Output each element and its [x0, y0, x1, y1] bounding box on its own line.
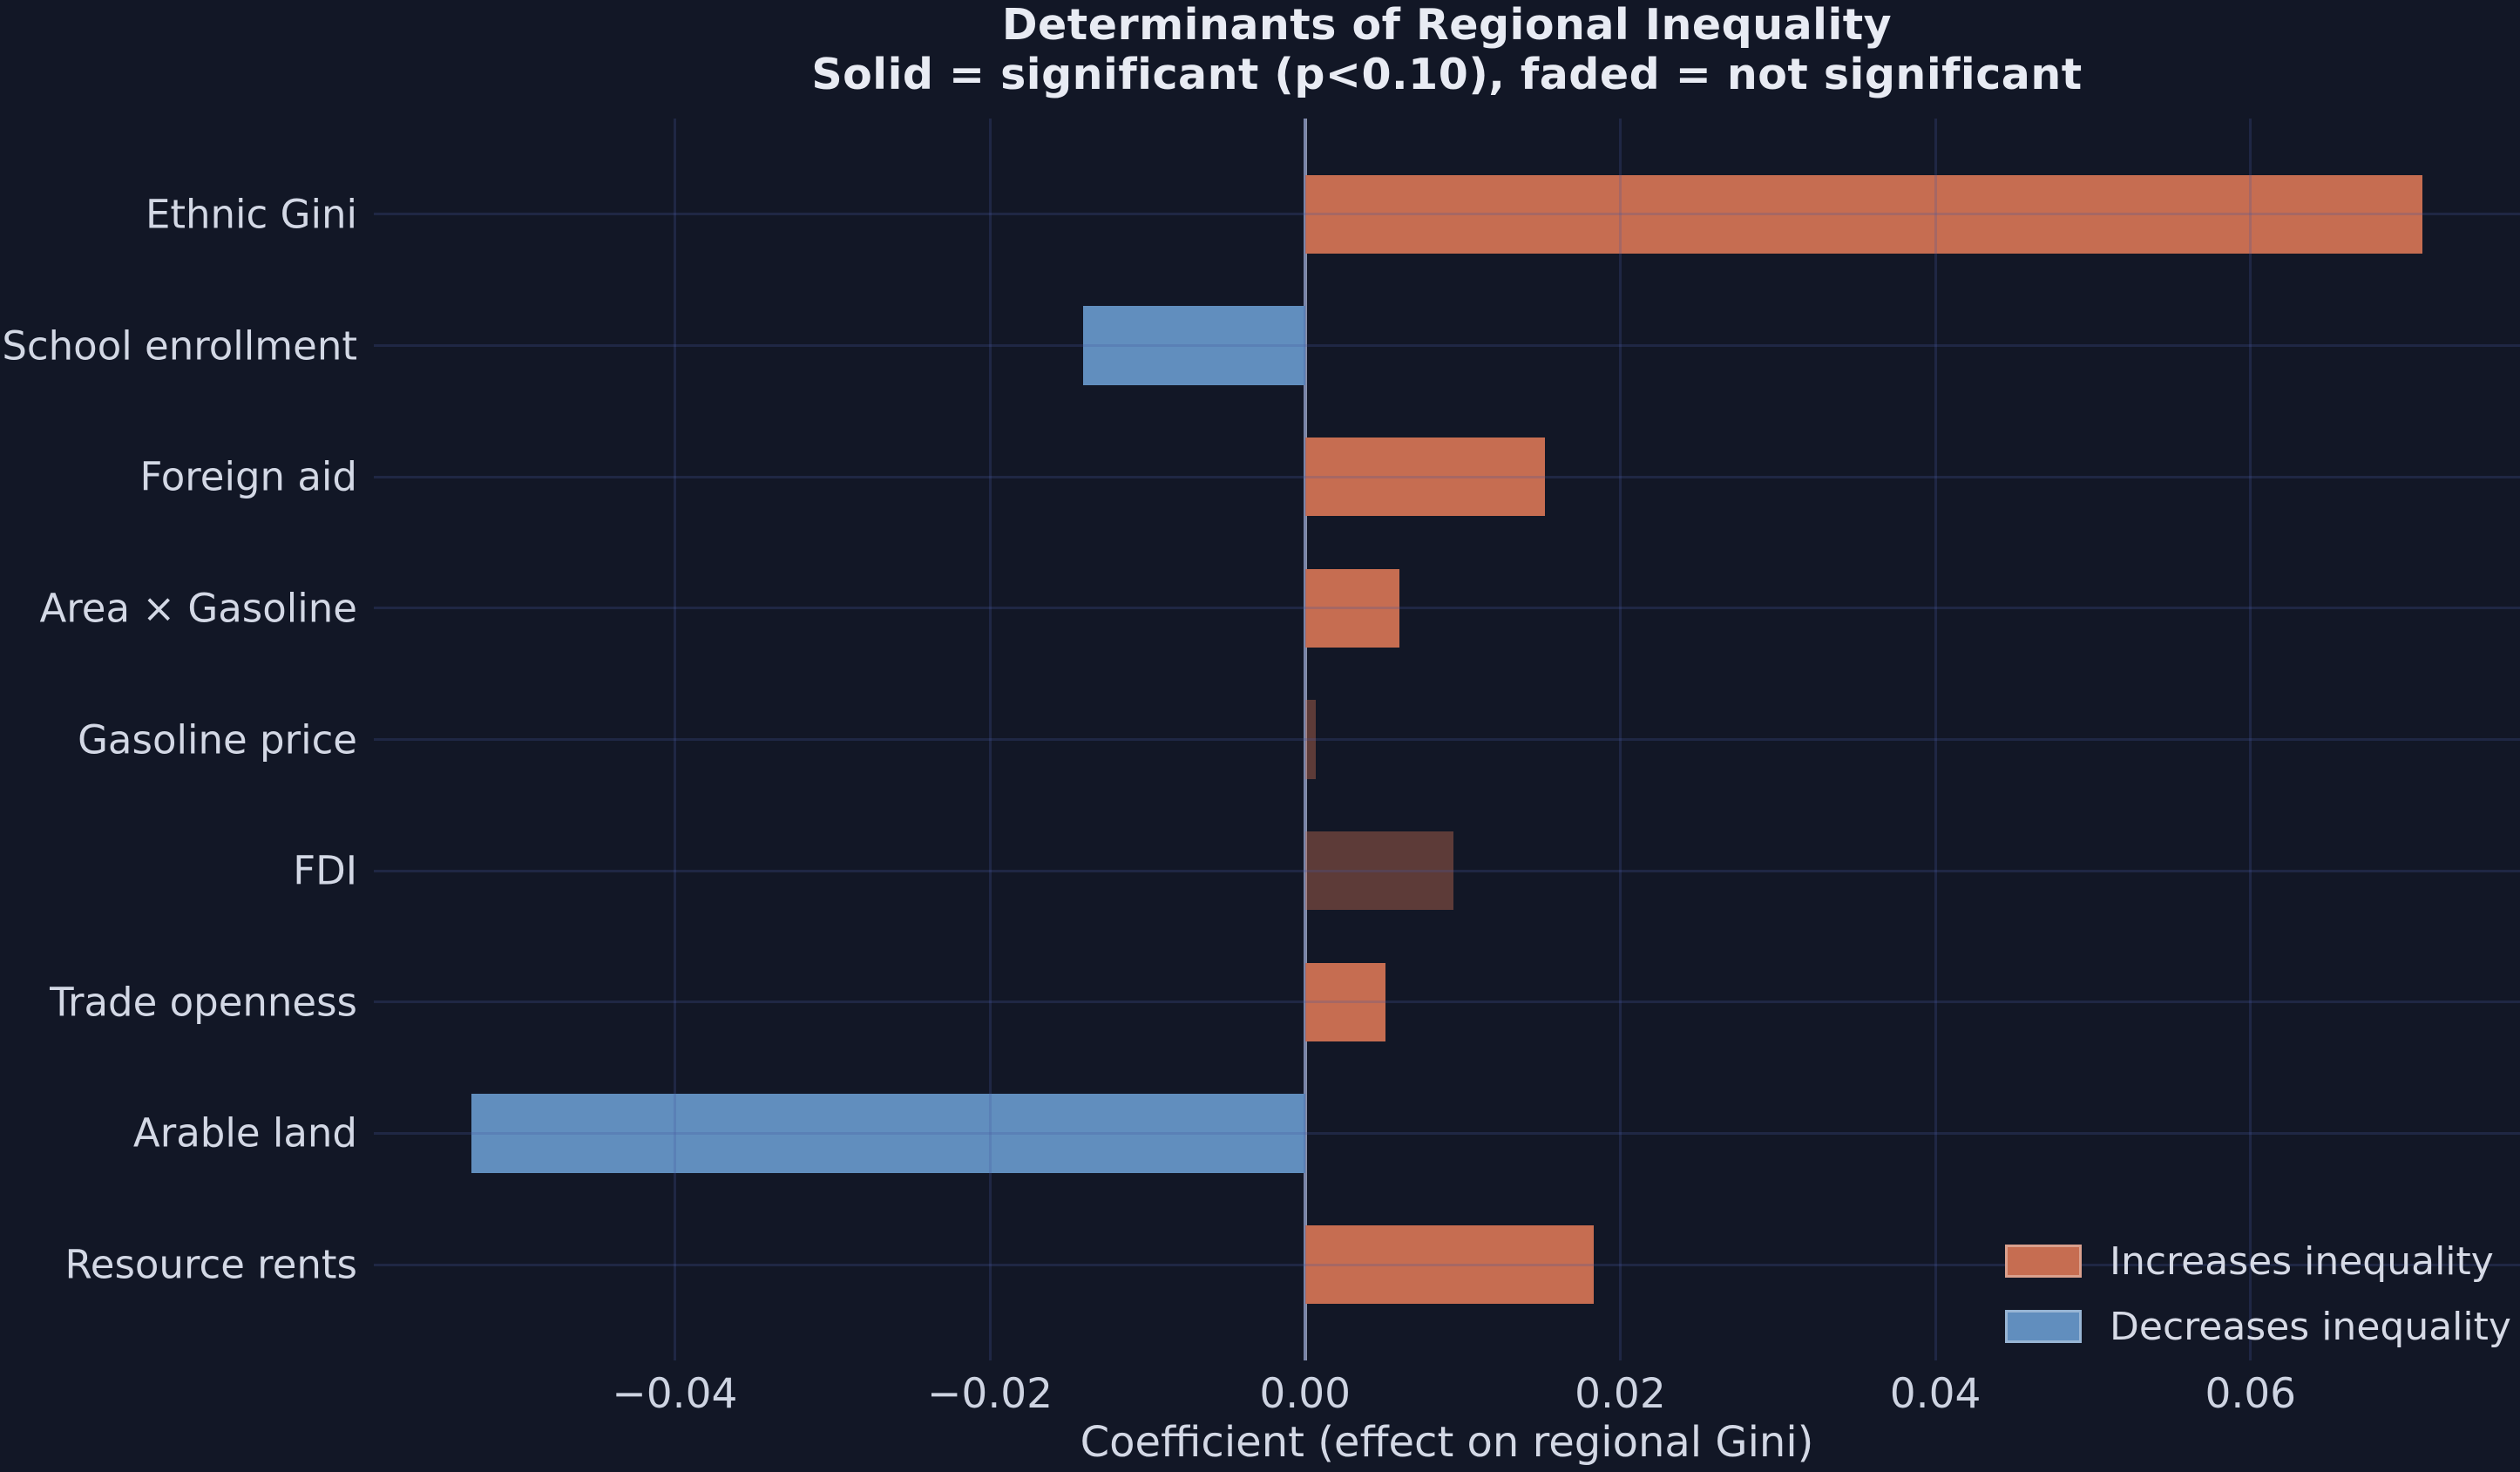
- bar-school-enrollment: [1082, 306, 1305, 385]
- y-tick-label-foreign-aid: Foreign aid: [139, 453, 357, 500]
- legend-swatch-decreases: [2005, 1310, 2082, 1343]
- vgridline-0.02: [1618, 119, 1622, 1360]
- bar-fdi: [1304, 831, 1453, 911]
- y-tick-label-arable-land: Arable land: [132, 1109, 357, 1157]
- plot-area: [374, 119, 2520, 1360]
- x-tick-label-0.00: 0.00: [1259, 1370, 1351, 1418]
- legend-entry-increases: Increases inequality: [2005, 1238, 2511, 1284]
- legend-label-increases: Increases inequality: [2110, 1238, 2494, 1284]
- y-tick-label-gasoline-price: Gasoline price: [78, 716, 357, 763]
- chart-title: Determinants of Regional Inequality Soli…: [374, 0, 2520, 99]
- hgridline-gasoline-price: [374, 738, 2520, 741]
- legend-entry-decreases: Decreases inequality: [2005, 1304, 2511, 1349]
- legend-swatch-increases: [2005, 1245, 2082, 1278]
- bar-gasoline-price: [1304, 700, 1317, 779]
- vgridline-0.00: [1304, 119, 1307, 1360]
- hgridline-fdi: [374, 869, 2520, 872]
- bar-area-gasoline: [1304, 568, 1400, 648]
- vgridline-0.04: [1934, 119, 1937, 1360]
- bar-resource-rents: [1304, 1224, 1594, 1305]
- vgridline-−0.04: [673, 119, 676, 1360]
- y-tick-label-ethnic-gini: Ethnic Gini: [145, 191, 357, 238]
- x-tick-label-−0.02: −0.02: [927, 1370, 1053, 1418]
- x-tick-label-−0.04: −0.04: [612, 1370, 738, 1418]
- legend: Increases inequality Decreases inequalit…: [2005, 1239, 2511, 1370]
- bar-arable-land: [471, 1094, 1305, 1173]
- zero-line: [1303, 119, 1307, 1360]
- hgridline-foreign-aid: [374, 475, 2520, 478]
- bar-foreign-aid: [1304, 438, 1545, 517]
- hgridline-ethnic-gini: [374, 213, 2520, 216]
- x-tick-label-0.06: 0.06: [2205, 1370, 2297, 1418]
- y-tick-label-resource-rents: Resource rents: [64, 1241, 357, 1288]
- hgridline-arable-land: [374, 1131, 2520, 1135]
- vgridline-−0.02: [988, 119, 992, 1360]
- hgridline-trade-openness: [374, 1001, 2520, 1004]
- chart-title-line1: Determinants of Regional Inequality: [1001, 0, 1893, 50]
- x-tick-label-0.02: 0.02: [1575, 1370, 1666, 1418]
- y-tick-label-fdi: FDI: [293, 847, 357, 894]
- bar-ethnic-gini: [1304, 174, 2422, 254]
- hgridline-resource-rents: [374, 1263, 2520, 1266]
- chart-title-line2: Solid = significant (p<0.10), faded = no…: [811, 50, 2083, 99]
- bar-trade-openness: [1304, 962, 1385, 1041]
- y-tick-label-area-gasoline: Area × Gasoline: [39, 585, 357, 632]
- y-tick-label-trade-openness: Trade openness: [50, 979, 357, 1026]
- vgridline-0.06: [2249, 119, 2252, 1360]
- x-tick-label-0.04: 0.04: [1889, 1370, 1981, 1418]
- hgridline-area-gasoline: [374, 607, 2520, 610]
- y-tick-label-school-enrollment: School enrollment: [2, 322, 357, 370]
- legend-label-decreases: Decreases inequality: [2110, 1304, 2511, 1349]
- hgridline-school-enrollment: [374, 344, 2520, 348]
- x-axis-label: Coefficient (effect on regional Gini): [1080, 1418, 1814, 1467]
